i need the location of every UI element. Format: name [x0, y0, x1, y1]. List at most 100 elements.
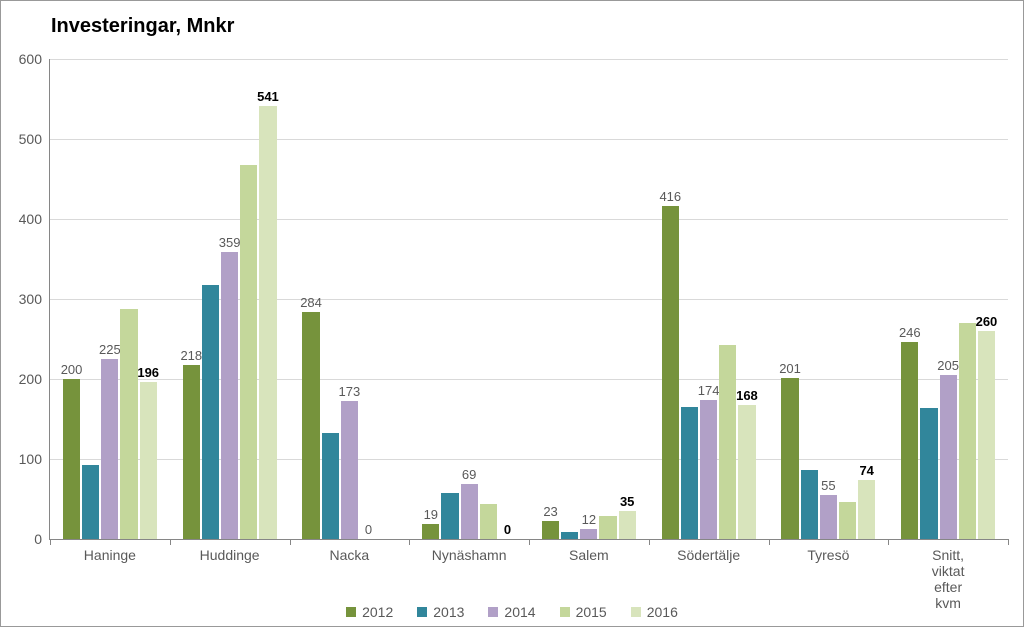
bar-value-label: 218	[180, 348, 202, 363]
grid-line	[50, 299, 1008, 300]
x-tick	[1008, 539, 1009, 545]
bar-value-label: 200	[61, 362, 83, 377]
bar-value-label: 69	[462, 467, 476, 482]
bar	[561, 532, 578, 539]
legend-item: 2012	[346, 604, 393, 620]
y-axis-label: 200	[19, 371, 42, 387]
bar-value-label: 12	[582, 512, 596, 527]
y-axis-label: 600	[19, 51, 42, 67]
bar	[82, 465, 99, 539]
grid-line	[50, 139, 1008, 140]
bar	[839, 502, 856, 539]
legend-swatch	[631, 607, 641, 617]
legend-label: 2016	[647, 604, 678, 620]
bar	[858, 480, 875, 539]
x-tick	[409, 539, 410, 545]
bar	[221, 252, 238, 539]
bar-value-label: 196	[137, 365, 159, 380]
legend-item: 2014	[488, 604, 535, 620]
bar	[461, 484, 478, 539]
bar	[422, 524, 439, 539]
legend-label: 2015	[576, 604, 607, 620]
category-label: Huddinge	[200, 547, 260, 563]
y-axis-label: 400	[19, 211, 42, 227]
bar-value-label: 0	[365, 522, 372, 537]
bar-value-label: 23	[543, 504, 557, 519]
category-label: Tyresö	[807, 547, 849, 563]
bar-value-label: 0	[504, 522, 511, 537]
legend-label: 2012	[362, 604, 393, 620]
bar	[101, 359, 118, 539]
bar	[901, 342, 918, 539]
bar-value-label: 19	[424, 507, 438, 522]
x-tick	[50, 539, 51, 545]
bar-value-label: 35	[620, 494, 634, 509]
bar-value-label: 416	[659, 189, 681, 204]
x-tick	[888, 539, 889, 545]
bar	[719, 345, 736, 539]
bar	[619, 511, 636, 539]
bar-value-label: 74	[859, 463, 873, 478]
x-tick	[649, 539, 650, 545]
bar-value-label: 173	[339, 384, 361, 399]
y-axis-label: 500	[19, 131, 42, 147]
bar-value-label: 55	[821, 478, 835, 493]
chart-container: Investeringar, Mnkr 0100200300400500600H…	[0, 0, 1024, 627]
bar	[480, 504, 497, 539]
bar-value-label: 284	[300, 295, 322, 310]
bar	[202, 285, 219, 539]
legend-label: 2014	[504, 604, 535, 620]
bar	[920, 408, 937, 539]
legend-swatch	[417, 607, 427, 617]
plot-area: 0100200300400500600Haninge200225196Huddi…	[49, 59, 1008, 540]
legend-label: 2013	[433, 604, 464, 620]
bar	[183, 365, 200, 539]
legend-swatch	[560, 607, 570, 617]
bar-value-label: 205	[937, 358, 959, 373]
bar	[781, 378, 798, 539]
bar	[700, 400, 717, 539]
legend-item: 2015	[560, 604, 607, 620]
bar	[820, 495, 837, 539]
bar-value-label: 168	[736, 388, 758, 403]
x-tick	[769, 539, 770, 545]
x-tick	[170, 539, 171, 545]
category-label: Salem	[569, 547, 609, 563]
bar-value-label: 246	[899, 325, 921, 340]
bar-value-label: 201	[779, 361, 801, 376]
bar	[341, 401, 358, 539]
bar	[978, 331, 995, 539]
y-axis-label: 0	[34, 531, 42, 547]
bar-value-label: 541	[257, 89, 279, 104]
category-label: Haninge	[84, 547, 136, 563]
bar	[599, 516, 616, 539]
bar	[302, 312, 319, 539]
category-label: Nacka	[330, 547, 370, 563]
bar	[259, 106, 276, 539]
bar	[681, 407, 698, 539]
x-tick	[529, 539, 530, 545]
bar	[959, 323, 976, 539]
bar	[63, 379, 80, 539]
bar	[140, 382, 157, 539]
legend-item: 2013	[417, 604, 464, 620]
category-label: Nynäshamn	[432, 547, 507, 563]
y-axis-label: 100	[19, 451, 42, 467]
bar-value-label: 359	[219, 235, 241, 250]
grid-line	[50, 219, 1008, 220]
bar	[322, 433, 339, 539]
bar	[542, 521, 559, 539]
bar	[801, 470, 818, 539]
bar	[441, 493, 458, 539]
bar-value-label: 260	[976, 314, 998, 329]
legend: 2012 2013 2014 2015 2016	[1, 604, 1023, 620]
legend-swatch	[346, 607, 356, 617]
x-tick	[290, 539, 291, 545]
y-axis-label: 300	[19, 291, 42, 307]
category-label: Snitt, viktat efterkvm	[918, 547, 978, 611]
bar-value-label: 225	[99, 342, 121, 357]
bar	[240, 165, 257, 539]
category-label: Södertälje	[677, 547, 740, 563]
bar	[580, 529, 597, 539]
bar	[120, 309, 137, 539]
